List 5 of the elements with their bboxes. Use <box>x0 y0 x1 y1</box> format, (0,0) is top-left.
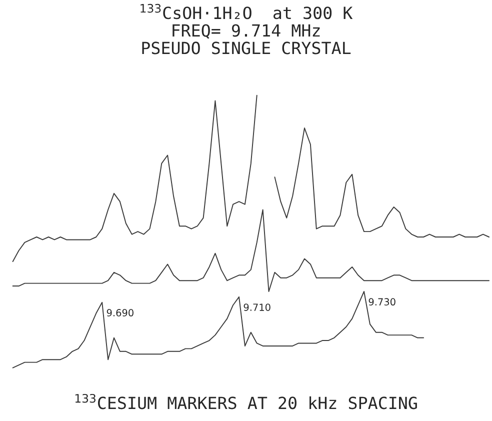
annotation: 9.710 <box>244 304 270 311</box>
annotation: 9.690 <box>106 309 134 316</box>
x-axis-title: $^{133}$CESIUM MARKERS AT 20 kHz SPACING <box>75 394 417 410</box>
chart-title: $^{133}$CsOH·1H₂O at 300 K FREQ= 9.714 MHz PSEUDO SINGLE CRYSTAL <box>140 4 353 54</box>
annotation: 9.730 <box>368 298 396 306</box>
